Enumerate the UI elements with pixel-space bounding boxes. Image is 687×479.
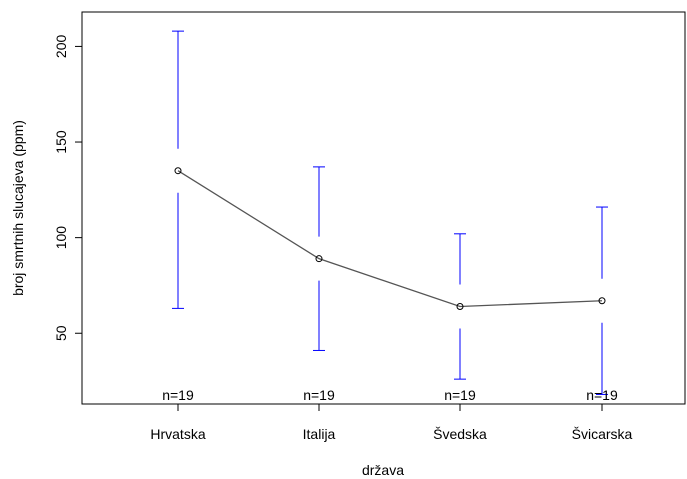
- mean-point: [598, 297, 606, 305]
- x-tick-label: Hrvatska: [150, 426, 205, 442]
- n-label: n=19: [586, 387, 618, 403]
- y-tick-label: 150: [53, 130, 69, 154]
- n-labels: n=19 n=19 n=19 n=19: [162, 387, 618, 403]
- y-tick-label: 50: [53, 325, 69, 341]
- x-axis-label: država: [362, 462, 404, 478]
- x-axis: Hrvatska Italija Švedska Švicarska: [150, 403, 633, 442]
- n-label: n=19: [303, 387, 335, 403]
- plot-frame: [81, 11, 686, 405]
- mean-point: [174, 167, 182, 175]
- error-bars: [172, 30, 608, 395]
- n-label: n=19: [444, 387, 476, 403]
- mean-point: [315, 255, 323, 263]
- series-line: [174, 167, 606, 310]
- n-label: n=19: [162, 387, 194, 403]
- y-tick-label: 100: [53, 226, 69, 250]
- mean-point: [456, 302, 464, 310]
- x-tick-label: Italija: [303, 426, 336, 442]
- y-axis-label: broj smrtnih slucajeva (ppm): [10, 120, 26, 296]
- x-tick-label: Švicarska: [572, 426, 633, 442]
- y-axis: 50 100 150 200: [53, 35, 83, 341]
- mean-line: [177, 170, 603, 308]
- y-tick-label: 200: [53, 35, 69, 59]
- x-tick-label: Švedska: [433, 426, 487, 442]
